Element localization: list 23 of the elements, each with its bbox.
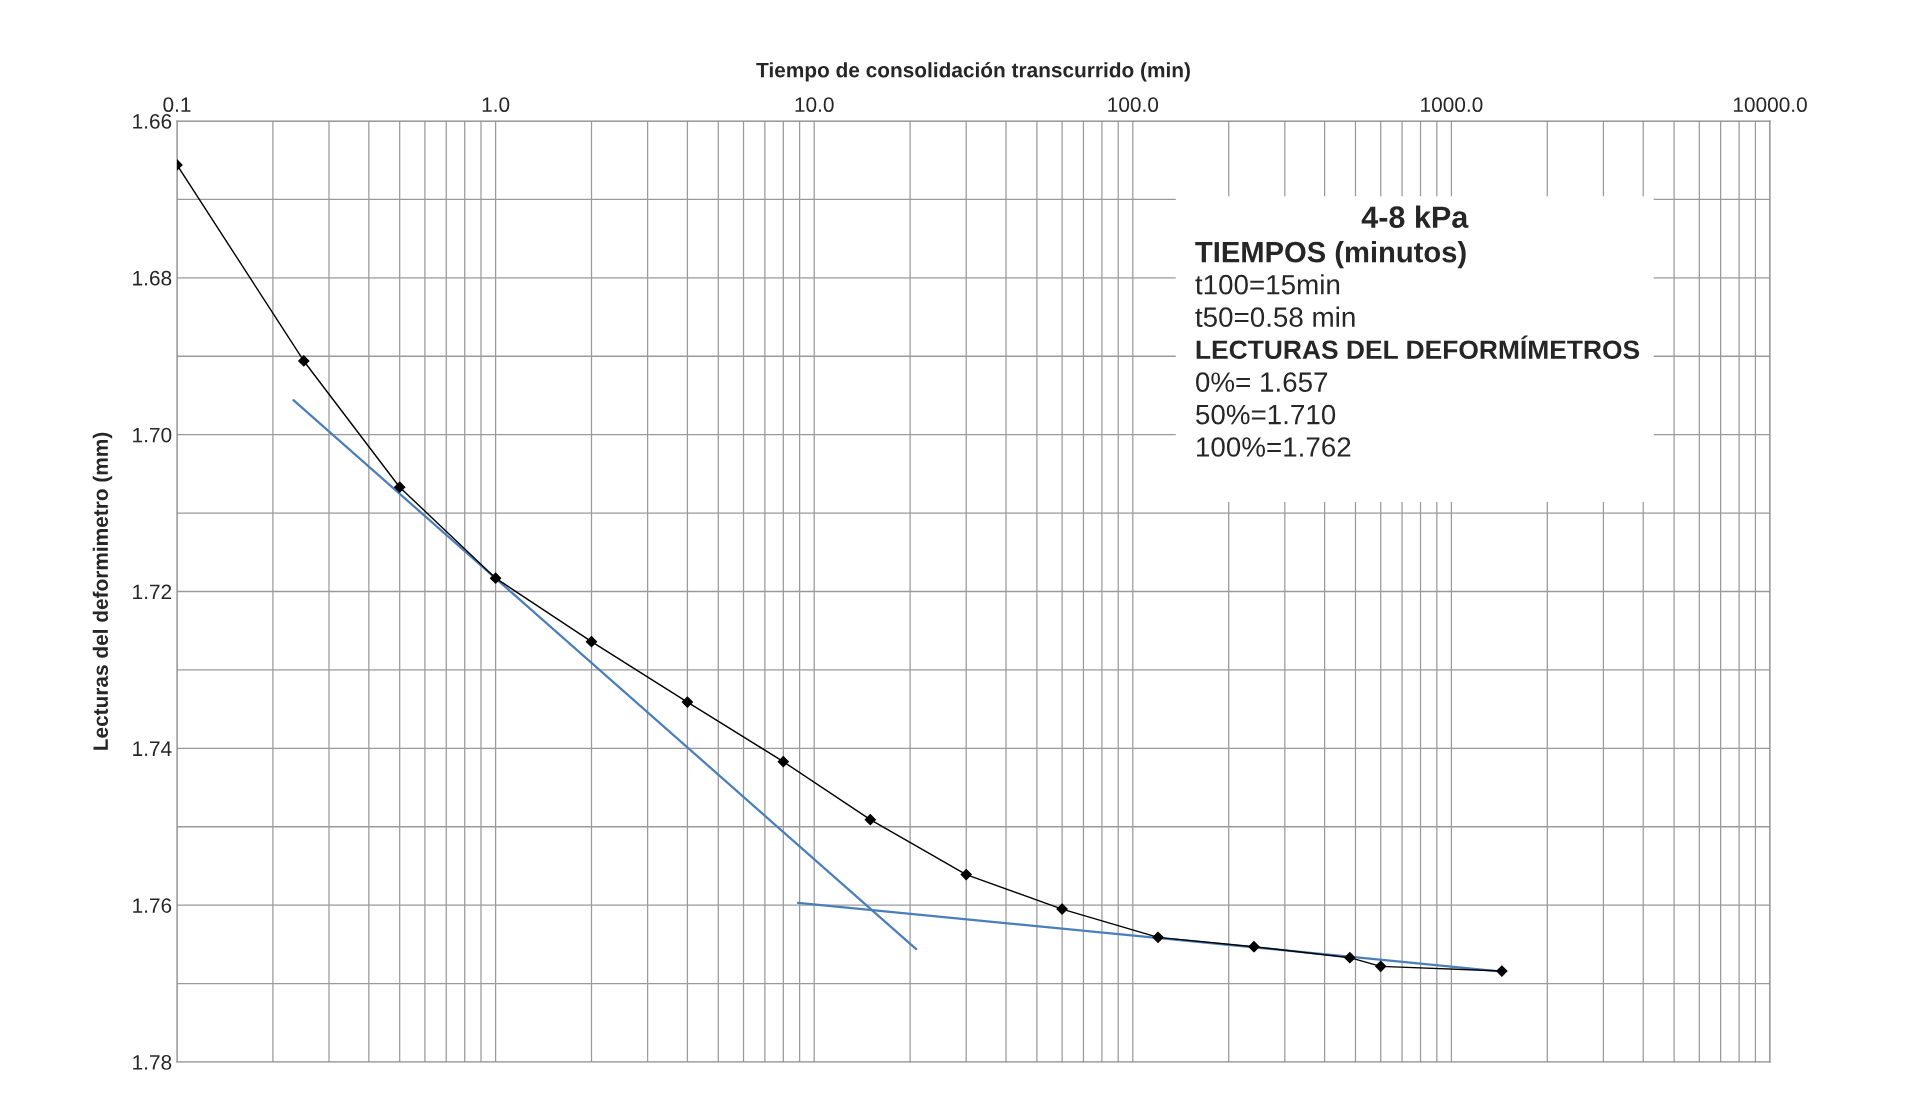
annotation: t50=0.58 min: [1195, 306, 1355, 328]
annotation: 4-8 kPa: [1361, 205, 1469, 229]
y-tick-label: 1.72: [133, 584, 172, 600]
annotation: TIEMPOS (minutos): [1195, 241, 1466, 269]
y-tick-label: 1.68: [133, 270, 172, 286]
x-tick-label: 10.0: [795, 97, 834, 113]
x-tick-label: 0.1: [163, 97, 191, 113]
x-tick-label: 100.0: [1108, 97, 1159, 113]
annotation: 0%= 1.657: [1196, 372, 1328, 392]
y-tick-label: 1.78: [133, 1055, 172, 1070]
x-tick-label: 1000.0: [1421, 97, 1483, 113]
annotation: t100=15min: [1195, 274, 1340, 295]
y-tick-label: 1.74: [133, 741, 172, 756]
x-tick-label: 1.0: [482, 97, 510, 113]
y-tick-label: 1.66: [133, 114, 172, 129]
x-axis-title: Tiempo de consolidación transcurrido (min): [756, 61, 1190, 82]
y-tick-label: 1.70: [133, 427, 172, 443]
y-tick-label: 1.76: [133, 898, 172, 913]
annotation: 50%=1.710: [1196, 404, 1336, 425]
x-tick-label: 10000.0: [1733, 97, 1807, 113]
y-axis-title: Lecturas del deformimetro (mm): [92, 432, 113, 750]
annotation: LECTURAS DEL DEFORMÍMETROS: [1196, 335, 1640, 360]
annotation: 100%=1.762: [1197, 437, 1351, 457]
